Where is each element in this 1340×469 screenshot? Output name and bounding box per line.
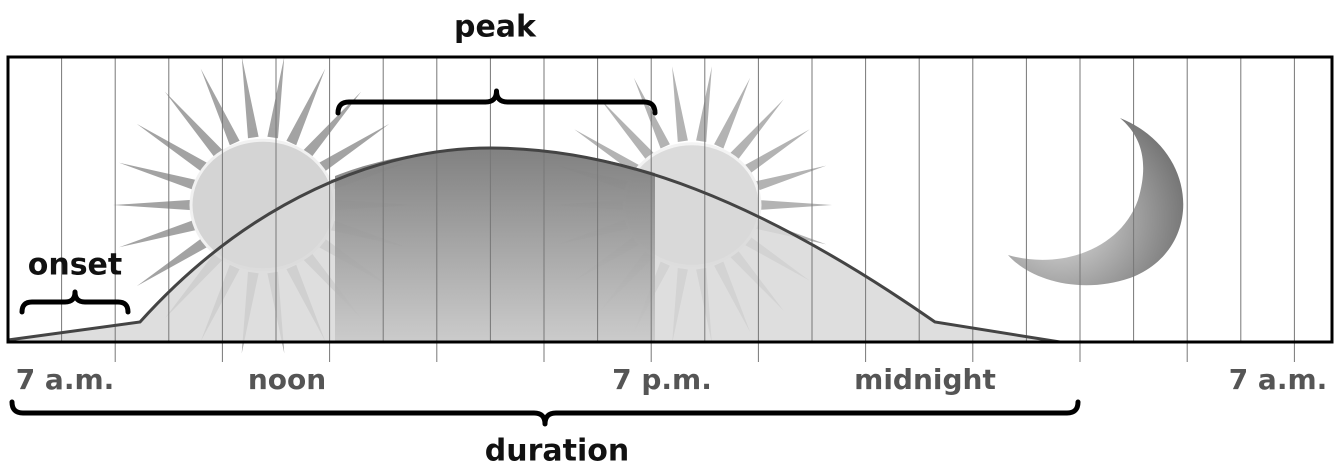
duration-label: duration — [485, 434, 629, 469]
moon — [1008, 118, 1184, 286]
hour-lines — [61, 57, 1295, 362]
time-label: 7 a.m. — [1229, 363, 1328, 396]
time-label: 7 p.m. — [612, 363, 712, 396]
time-label: 7 a.m. — [16, 363, 115, 396]
peak-brace — [335, 88, 658, 116]
peak-label: peak — [454, 10, 537, 45]
timeline-frame — [6, 55, 1334, 344]
effect-curve — [7, 146, 1061, 344]
time-label: noon — [248, 363, 326, 396]
peak-area — [335, 148, 655, 342]
onset-brace — [19, 289, 131, 315]
duration-brace — [9, 399, 1081, 427]
time-label: midnight — [854, 363, 996, 396]
onset-label: onset — [28, 248, 123, 283]
